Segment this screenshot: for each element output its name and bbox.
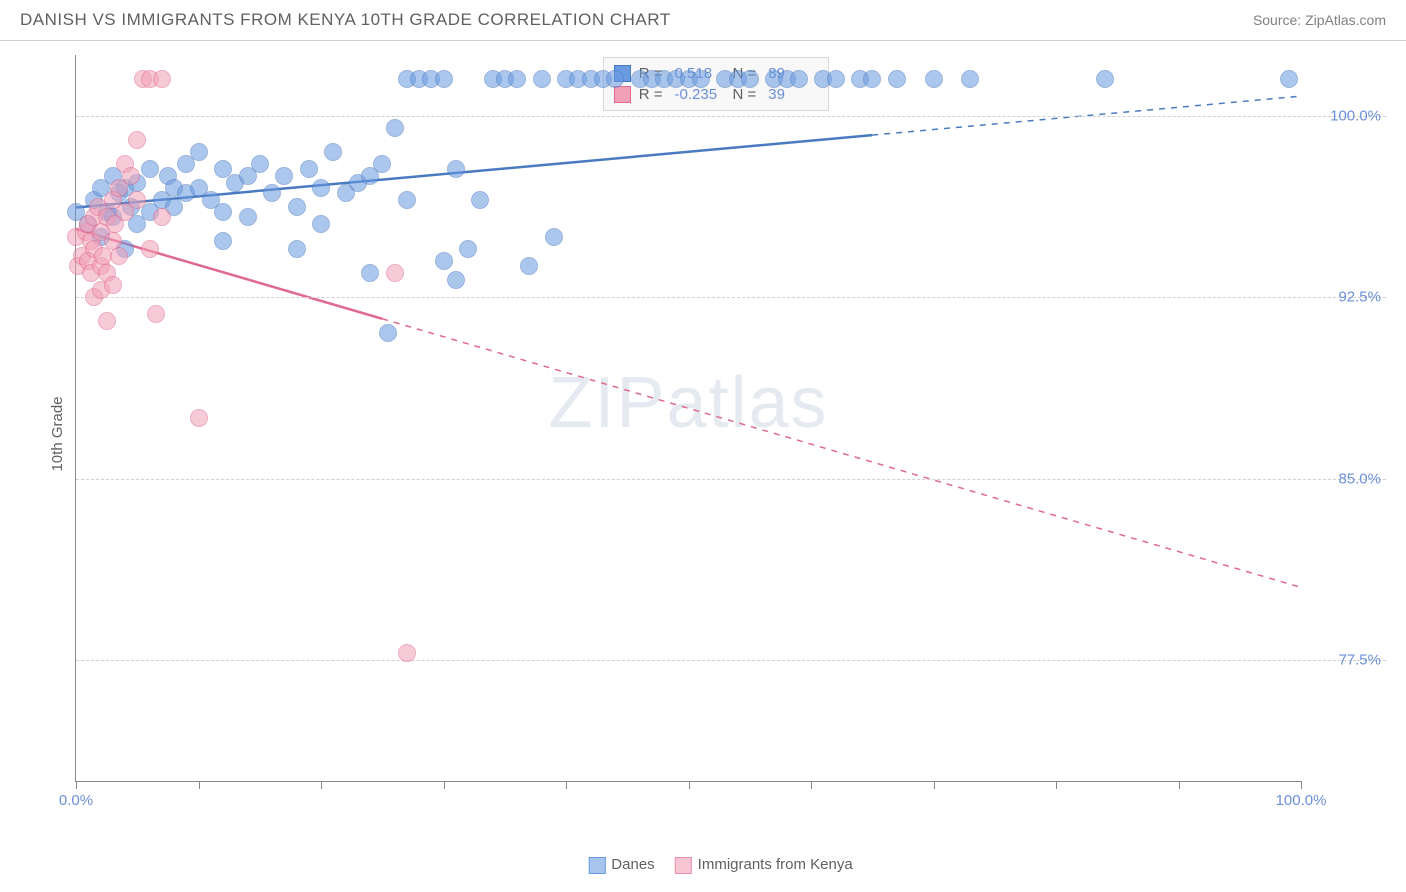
xtick-label: 100.0% [1276, 792, 1327, 809]
scatter-point [128, 131, 146, 149]
xtick-label: 0.0% [59, 792, 93, 809]
scatter-point [741, 70, 759, 88]
scatter-point [153, 70, 171, 88]
scatter-point [545, 228, 563, 246]
scatter-point [147, 305, 165, 323]
scatter-point [459, 240, 477, 258]
ytick-label: 77.5% [1338, 652, 1381, 669]
scatter-point [153, 208, 171, 226]
xtick [1056, 781, 1057, 789]
scatter-point [361, 264, 379, 282]
scatter-point [373, 155, 391, 173]
scatter-point [141, 240, 159, 258]
scatter-point [398, 644, 416, 662]
scatter-point [533, 70, 551, 88]
grid-line [76, 660, 1386, 661]
scatter-point [128, 191, 146, 209]
scatter-point [386, 264, 404, 282]
n-value: 39 [768, 86, 818, 103]
xtick [1301, 781, 1302, 789]
scatter-point [471, 191, 489, 209]
scatter-point [190, 143, 208, 161]
legend-label: Immigrants from Kenya [698, 856, 853, 873]
xtick [811, 781, 812, 789]
scatter-point [288, 240, 306, 258]
scatter-point [312, 179, 330, 197]
scatter-point [141, 160, 159, 178]
scatter-point [863, 70, 881, 88]
scatter-point [790, 70, 808, 88]
legend-swatch [675, 857, 692, 874]
r-value: -0.235 [675, 86, 725, 103]
xtick [444, 781, 445, 789]
trend-dashed [382, 319, 1301, 588]
xtick [321, 781, 322, 789]
scatter-point [300, 160, 318, 178]
scatter-point [98, 312, 116, 330]
scatter-point [122, 167, 140, 185]
scatter-point [104, 276, 122, 294]
legend-swatch [588, 857, 605, 874]
scatter-point [251, 155, 269, 173]
scatter-point [520, 257, 538, 275]
n-label: N = [733, 86, 757, 103]
xtick [76, 781, 77, 789]
scatter-point [214, 203, 232, 221]
scatter-point [398, 191, 416, 209]
scatter-point [925, 70, 943, 88]
scatter-point [263, 184, 281, 202]
scatter-point [288, 198, 306, 216]
grid-line [76, 297, 1386, 298]
legend-swatch [614, 86, 631, 103]
scatter-point [435, 70, 453, 88]
scatter-point [275, 167, 293, 185]
scatter-point [827, 70, 845, 88]
chart-header: DANISH VS IMMIGRANTS FROM KENYA 10TH GRA… [0, 0, 1406, 41]
xtick [934, 781, 935, 789]
plot-area: ZIPatlas R =0.518N =89R =-0.235N =39 77.… [75, 55, 1301, 782]
scatter-point [386, 119, 404, 137]
scatter-point [379, 324, 397, 342]
scatter-point [435, 252, 453, 270]
scatter-point [324, 143, 342, 161]
scatter-point [692, 70, 710, 88]
legend-item: Immigrants from Kenya [675, 856, 853, 874]
chart-title: DANISH VS IMMIGRANTS FROM KENYA 10TH GRA… [20, 10, 671, 30]
r-label: R = [639, 86, 663, 103]
grid-line [76, 116, 1386, 117]
scatter-point [1280, 70, 1298, 88]
legend-series: Danes Immigrants from Kenya [588, 856, 852, 874]
legend-label: Danes [611, 856, 654, 873]
chart-container: 10th Grade ZIPatlas R =0.518N =89R =-0.2… [55, 55, 1386, 812]
scatter-point [888, 70, 906, 88]
xtick [199, 781, 200, 789]
ytick-label: 92.5% [1338, 289, 1381, 306]
watermark: ZIPatlas [548, 362, 828, 444]
xtick [1179, 781, 1180, 789]
scatter-point [312, 215, 330, 233]
y-axis-label: 10th Grade [49, 396, 66, 471]
xtick [689, 781, 690, 789]
ytick-label: 85.0% [1338, 470, 1381, 487]
ytick-label: 100.0% [1330, 107, 1381, 124]
scatter-point [110, 247, 128, 265]
scatter-point [961, 70, 979, 88]
scatter-point [447, 271, 465, 289]
chart-source: Source: ZipAtlas.com [1253, 12, 1386, 28]
scatter-point [606, 70, 624, 88]
scatter-point [508, 70, 526, 88]
scatter-point [214, 232, 232, 250]
legend-item: Danes [588, 856, 654, 874]
xtick [566, 781, 567, 789]
scatter-point [239, 208, 257, 226]
scatter-point [1096, 70, 1114, 88]
scatter-point [190, 409, 208, 427]
scatter-point [447, 160, 465, 178]
grid-line [76, 479, 1386, 480]
